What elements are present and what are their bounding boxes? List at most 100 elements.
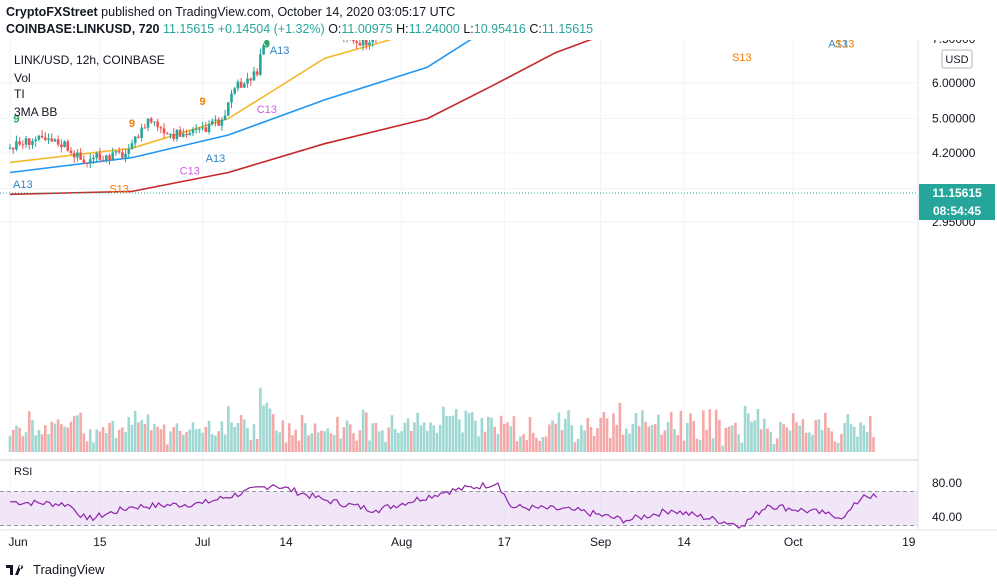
volume-bar bbox=[653, 423, 657, 452]
volume-bar bbox=[833, 441, 837, 452]
volume-bar bbox=[759, 429, 763, 452]
volume-bar bbox=[194, 429, 198, 452]
candle-body bbox=[191, 129, 195, 134]
volume-bar bbox=[339, 438, 342, 452]
volume-bar bbox=[454, 409, 458, 452]
currency-badge[interactable]: USD bbox=[941, 49, 973, 69]
legend-item-vol: Vol bbox=[14, 71, 31, 85]
candle-body bbox=[111, 152, 115, 161]
candle-body bbox=[182, 133, 185, 137]
volume-bar bbox=[621, 434, 625, 452]
candle-body bbox=[146, 118, 150, 128]
tradingview-logo-icon bbox=[6, 564, 24, 575]
candle-body bbox=[40, 135, 44, 138]
candle-body bbox=[252, 71, 256, 81]
volume-bar bbox=[686, 423, 689, 452]
candle-body bbox=[365, 40, 368, 46]
volume-bars bbox=[8, 387, 875, 452]
td-sequential-markers: 9A139S139C13A1399C13A13999A13S13A1391A13… bbox=[13, 40, 855, 195]
time-tick-label: Sep bbox=[590, 535, 612, 549]
volume-bar bbox=[92, 442, 95, 452]
volume-bar bbox=[419, 425, 423, 452]
td-marker: A13 bbox=[206, 153, 226, 165]
volume-bar bbox=[698, 439, 702, 452]
candle-body bbox=[27, 138, 31, 145]
volume-bar bbox=[214, 435, 217, 452]
volume-bar bbox=[300, 414, 304, 452]
volume-bar bbox=[169, 431, 172, 452]
volume-bar bbox=[775, 438, 779, 452]
volume-bar bbox=[605, 418, 609, 452]
candle-body bbox=[230, 93, 233, 103]
candle-body bbox=[137, 136, 140, 138]
volume-bar bbox=[172, 427, 176, 452]
candle-body bbox=[361, 40, 365, 46]
price-chart[interactable]: 9A139S139C13A1399C13A13999A13S13A1391A13… bbox=[0, 40, 997, 556]
candle-body bbox=[31, 141, 34, 145]
footer: TradingView bbox=[0, 556, 997, 586]
rsi-legend: RSI bbox=[14, 466, 32, 478]
candle-body bbox=[236, 81, 240, 89]
volume-bar bbox=[397, 432, 400, 452]
ma-yellow-line bbox=[9, 40, 393, 164]
volume-bar bbox=[294, 429, 297, 452]
candle-body bbox=[175, 129, 179, 139]
volume-bar bbox=[486, 416, 490, 452]
td-marker: 9 bbox=[264, 40, 270, 51]
candle-body bbox=[210, 120, 214, 125]
td-marker: C13 bbox=[257, 104, 277, 116]
volume-bar bbox=[721, 445, 724, 452]
candle-body bbox=[47, 138, 50, 140]
volume-bar bbox=[336, 416, 339, 452]
change-value: +0.14504 (+1.32%) bbox=[217, 22, 325, 36]
volume-bar bbox=[371, 423, 375, 452]
countdown-label: 08:54:45 bbox=[933, 204, 981, 218]
volume-bar bbox=[393, 429, 397, 452]
td-marker: A13 bbox=[828, 40, 848, 50]
candle-body bbox=[76, 152, 79, 158]
low-label: L: bbox=[463, 22, 474, 36]
volume-bar bbox=[583, 430, 586, 452]
volume-bar bbox=[663, 430, 667, 452]
candle-body bbox=[85, 162, 89, 164]
volume-bar bbox=[708, 409, 712, 452]
volume-bar bbox=[316, 432, 320, 452]
volume-bar bbox=[105, 432, 108, 452]
volume-bar bbox=[868, 415, 872, 452]
td-marker: S13 bbox=[835, 40, 855, 50]
publisher-name[interactable]: CryptoFXStreet bbox=[6, 5, 98, 19]
tradingview-logo[interactable]: TradingView bbox=[6, 562, 105, 577]
volume-bar bbox=[734, 422, 737, 452]
candle-body bbox=[79, 152, 82, 160]
volume-bar bbox=[390, 415, 394, 452]
volume-bar bbox=[817, 419, 821, 452]
volume-bar bbox=[72, 416, 76, 452]
volume-bar bbox=[21, 436, 25, 452]
candle-body bbox=[108, 155, 111, 161]
time-tick-label: 17 bbox=[498, 535, 512, 549]
volume-bar bbox=[111, 420, 115, 452]
volume-bar bbox=[785, 427, 789, 452]
candle-body bbox=[133, 136, 137, 144]
volume-bar bbox=[198, 428, 201, 452]
time-tick-label: Jul bbox=[195, 535, 210, 549]
candle-body bbox=[82, 159, 86, 163]
candle-body bbox=[368, 42, 371, 46]
volume-bar bbox=[387, 427, 391, 452]
volume-bar bbox=[345, 420, 349, 452]
candle-body bbox=[53, 139, 57, 142]
volume-bar bbox=[281, 420, 285, 452]
candle-body bbox=[233, 88, 236, 94]
volume-bar bbox=[763, 418, 766, 452]
moving-averages bbox=[9, 40, 592, 196]
volume-bar bbox=[791, 413, 795, 452]
volume-bar bbox=[137, 422, 140, 452]
volume-bar bbox=[432, 425, 436, 452]
volume-bar bbox=[766, 428, 769, 452]
candle-body bbox=[37, 135, 41, 140]
candle-body bbox=[72, 152, 76, 158]
volume-bar bbox=[836, 442, 840, 452]
volume-bar bbox=[409, 431, 413, 452]
volume-bar bbox=[162, 424, 166, 452]
volume-bar bbox=[682, 440, 686, 452]
